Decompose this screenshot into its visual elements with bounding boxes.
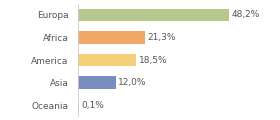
Text: 0,1%: 0,1% [81,101,104,110]
Text: 21,3%: 21,3% [147,33,176,42]
Bar [78,31,145,44]
Bar [78,76,116,89]
Bar [78,54,136,66]
Bar [78,9,228,21]
Bar [78,99,79,111]
Text: 18,5%: 18,5% [139,55,167,65]
Text: 12,0%: 12,0% [118,78,147,87]
Text: 48,2%: 48,2% [231,10,260,19]
